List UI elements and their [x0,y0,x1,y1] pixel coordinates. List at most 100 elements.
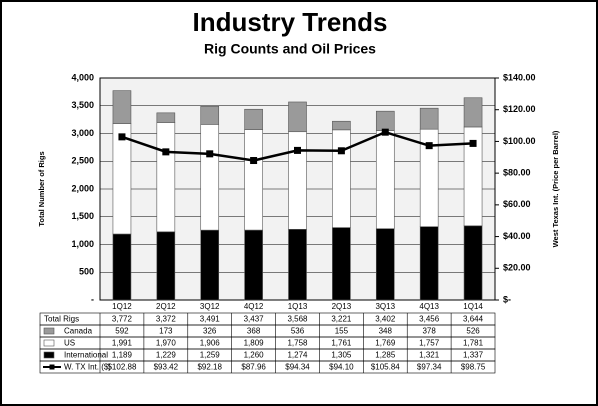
table-cell: $87.96 [241,363,266,372]
price-marker [425,142,433,150]
table-cell: 1,809 [244,339,265,348]
table-cell: 3,491 [200,315,221,324]
y2-tick-label: $20.00 [503,263,531,273]
bar-segment [288,131,307,230]
price-marker [162,148,170,156]
table-cell: $97.34 [417,363,442,372]
table-cell: 155 [335,327,349,336]
y2-tick-label: $140.00 [503,72,536,82]
chart-subtitle: Rig Counts and Oil Prices [204,41,376,57]
bar-segment [156,231,176,301]
table-cell: 3,568 [287,315,308,324]
table-cell: 1,769 [375,339,396,348]
x-tick-label: 4Q12 [244,302,264,311]
row-label: International [64,351,108,360]
x-tick-label: 2Q12 [156,302,176,311]
table-cell: 1,991 [112,339,133,348]
table-cell: 592 [115,327,129,336]
x-tick-label: 1Q12 [112,302,132,311]
table-cell: 326 [203,327,217,336]
table-cell: 1,781 [463,339,484,348]
bar-segment [332,129,351,228]
table-cell: 3,402 [375,315,396,324]
y-tick-label: 3,000 [71,128,94,138]
table-cell: 1,970 [156,339,177,348]
table-cell: 3,456 [419,315,440,324]
y-axis-label: Total Number of Rigs [37,151,46,226]
table-cell: 1,259 [200,351,221,360]
legend-swatch [43,339,55,347]
y-tick-label: 2,500 [71,156,94,166]
table-cell: 1,260 [244,351,265,360]
price-marker [469,139,477,147]
bar-segment [375,130,395,229]
bar-segment [244,108,263,130]
table-cell: $105.84 [371,363,400,372]
y2-tick-label: $60.00 [503,199,531,209]
table-row [39,360,496,374]
table-cell: 378 [422,327,436,336]
y-tick-label: 500 [79,267,94,277]
table-cell: 3,644 [463,315,484,324]
table-cell: $94.10 [329,363,354,372]
table-cell: 1,337 [463,351,484,360]
price-marker [337,147,345,155]
bar-segment [288,101,307,133]
y2-tick-label: $- [503,294,511,304]
row-label: W. TX Int. ($) [64,363,111,372]
chart-title: Industry Trends [192,7,387,37]
bar-segment [156,122,176,233]
bar-segment [332,120,351,131]
table-cell: 3,221 [331,315,352,324]
bar-segment [288,228,307,301]
row-label: Canada [64,327,93,336]
bar-segment [156,112,176,123]
table-cell: 1,906 [200,339,221,348]
y2-tick-label: $100.00 [503,136,536,146]
bar-segment [419,107,439,130]
x-tick-label: 3Q13 [375,302,395,311]
bar-segment [200,105,220,125]
x-tick-label: 4Q13 [419,302,439,311]
y2-tick-label: $40.00 [503,231,531,241]
price-marker [118,133,126,141]
bar-segment [112,233,132,301]
row-label: Total Rigs [44,315,79,324]
bar-segment [375,110,395,131]
table-cell: $92.18 [197,363,222,372]
price-marker [381,128,389,136]
table-cell: 526 [466,327,480,336]
y-tick-label: 3,500 [71,100,94,110]
price-marker [206,150,214,158]
bar-segment [244,129,263,231]
x-tick-label: 1Q13 [288,302,308,311]
table-cell: 1,285 [375,351,396,360]
bar-segment [200,124,220,231]
y-tick-label: - [91,294,94,304]
bar-segment [112,90,132,124]
table-cell: 368 [247,327,261,336]
table-cell: 1,757 [419,339,440,348]
table-cell: 1,305 [331,351,352,360]
bar-segment [200,229,220,301]
table-cell: 1,229 [156,351,177,360]
table-cell: 348 [379,327,393,336]
price-marker [294,146,301,154]
table-cell: 1,321 [419,351,440,360]
bar-segment [332,227,351,301]
x-tick-label: 2Q13 [332,302,352,311]
table-cell: 173 [159,327,173,336]
table-cell: 1,761 [331,339,352,348]
legend-swatch [43,327,55,335]
row-label: US [64,339,75,348]
y2-tick-label: $120.00 [503,104,536,114]
legend-marker [49,364,55,370]
x-tick-label: 3Q12 [200,302,220,311]
table-cell: $93.42 [154,363,179,372]
table-cell: 1,189 [112,351,133,360]
table-cell: $102.88 [107,363,136,372]
table-cell: 1,758 [287,339,308,348]
y-tick-label: 4,000 [71,72,94,82]
table-cell: 3,372 [156,315,177,324]
